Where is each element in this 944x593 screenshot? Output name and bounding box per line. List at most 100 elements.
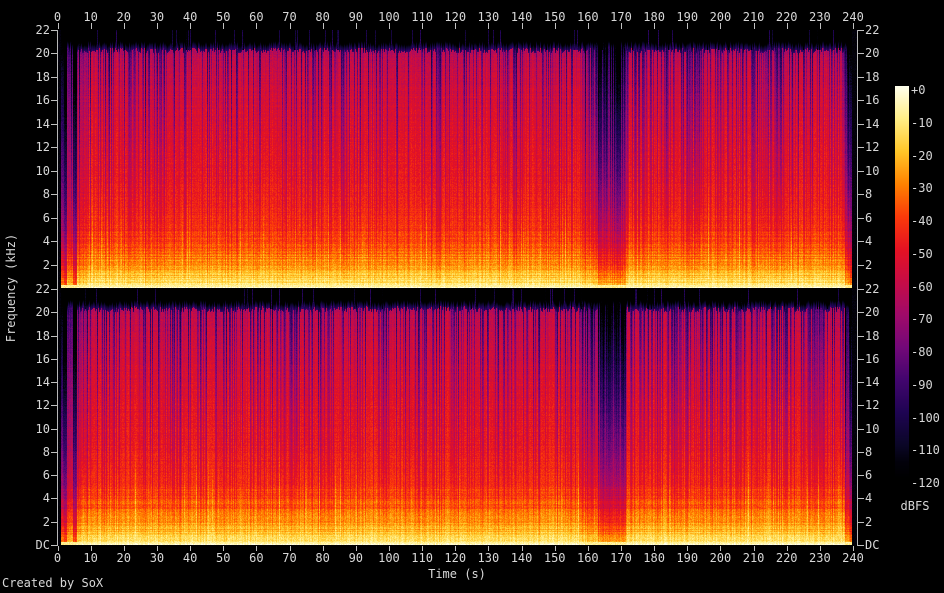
frequency-tick-label-right: 4 [865, 234, 873, 248]
time-tick-mark-bottom [157, 546, 158, 551]
time-tick-label-bottom: 70 [282, 551, 297, 565]
frequency-tick-mark-right [858, 241, 864, 242]
frequency-tick-label-left: DC [35, 538, 50, 552]
frequency-tick-label-left: 10 [35, 164, 50, 178]
time-tick-label-bottom: 150 [543, 551, 566, 565]
frequency-tick-mark-left [51, 522, 57, 523]
frequency-tick-mark-right [858, 289, 864, 290]
frequency-tick-mark-left [51, 312, 57, 313]
time-tick-label-top: 80 [315, 10, 330, 24]
time-tick-mark-bottom [820, 546, 821, 551]
time-tick-mark-bottom [91, 546, 92, 551]
time-tick-mark-bottom [356, 546, 357, 551]
frequency-axis-title: Frequency (kHz) [4, 233, 18, 343]
time-tick-label-bottom: 180 [643, 551, 665, 565]
frequency-tick-mark-left [51, 405, 57, 406]
time-tick-label-top: 120 [444, 10, 467, 24]
time-tick-label-bottom: 110 [411, 551, 433, 565]
frequency-tick-label-right: 20 [865, 46, 880, 60]
time-tick-label-bottom: 20 [116, 551, 131, 565]
time-tick-mark-bottom [124, 546, 125, 551]
frequency-tick-label-left: 14 [35, 375, 50, 389]
time-tick-label-top: 210 [742, 10, 765, 24]
frequency-tick-label-right: 16 [865, 352, 880, 366]
time-tick-label-bottom: 80 [315, 551, 330, 565]
frequency-tick-mark-left [51, 289, 57, 290]
time-tick-mark-bottom [853, 546, 854, 551]
time-tick-label-top: 50 [215, 10, 231, 24]
time-tick-mark-top [754, 23, 755, 29]
frequency-tick-label-right: 22 [865, 23, 880, 37]
frequency-tick-mark-left [51, 452, 57, 453]
time-tick-mark-bottom [323, 546, 324, 551]
time-tick-mark-top [290, 23, 291, 29]
time-tick-label-bottom: 60 [249, 551, 264, 565]
frequency-tick-label-left: 22 [35, 23, 50, 37]
time-tick-mark-top [522, 23, 523, 29]
frequency-tick-label-right: 6 [865, 468, 873, 482]
time-tick-mark-top [720, 23, 721, 29]
colorbar-tick-label: -110 [911, 443, 940, 457]
frequency-tick-label-left: 18 [35, 329, 50, 343]
frequency-tick-mark-left [51, 429, 57, 430]
time-tick-mark-top [422, 23, 423, 29]
frequency-tick-mark-left [51, 545, 57, 546]
time-tick-mark-bottom [190, 546, 191, 551]
frequency-tick-mark-left [51, 382, 57, 383]
time-tick-mark-bottom [256, 546, 257, 551]
frequency-tick-label-left: 2 [42, 258, 50, 272]
frequency-tick-label-right: 14 [865, 117, 880, 131]
frequency-tick-label-right: 20 [865, 305, 880, 319]
colorbar-tick-label: -30 [911, 181, 933, 195]
time-tick-label-bottom: 0 [53, 551, 62, 565]
time-tick-mark-top [654, 23, 655, 29]
frequency-tick-label-right: 6 [865, 211, 873, 225]
time-tick-label-bottom: 230 [809, 551, 831, 565]
frequency-tick-label-left: 12 [35, 398, 50, 412]
time-tick-mark-bottom [687, 546, 688, 551]
time-tick-mark-top [787, 23, 788, 29]
time-tick-mark-bottom [588, 546, 589, 551]
frequency-tick-mark-left [51, 100, 57, 101]
frequency-tick-mark-right [858, 475, 864, 476]
frequency-tick-mark-right [858, 147, 864, 148]
colorbar-tick-label: -70 [911, 312, 933, 326]
time-tick-mark-top [356, 23, 357, 29]
colorbar-tick-label: -10 [911, 116, 933, 130]
frequency-tick-label-left: 14 [35, 117, 50, 131]
time-tick-mark-top [256, 23, 257, 29]
frequency-tick-label-left: 20 [35, 46, 50, 60]
spectrogram-channel-2 [58, 289, 857, 545]
frequency-tick-mark-left [51, 336, 57, 337]
frequency-tick-label-left: 20 [35, 305, 50, 319]
frequency-tick-label-left: 8 [42, 187, 50, 201]
frequency-tick-mark-right [858, 359, 864, 360]
colorbar-tick-label: -100 [911, 411, 940, 425]
axis-line-left [57, 30, 58, 546]
sox-credit-text: Created by SoX [2, 576, 104, 590]
time-tick-label-top: 100 [378, 10, 400, 24]
time-tick-mark-top [157, 23, 158, 29]
time-tick-mark-bottom [720, 546, 721, 551]
frequency-tick-mark-right [858, 194, 864, 195]
time-tick-mark-bottom [422, 546, 423, 551]
time-tick-label-top: 150 [543, 10, 566, 24]
colorbar-tick-label: -40 [911, 214, 933, 228]
time-tick-mark-top [91, 23, 92, 29]
time-tick-mark-bottom [787, 546, 788, 551]
frequency-tick-label-left: 22 [35, 282, 50, 296]
colorbar-tick-label: -80 [911, 345, 933, 359]
frequency-tick-label-right: 14 [865, 375, 880, 389]
time-tick-label-top: 40 [182, 10, 198, 24]
time-tick-mark-top [687, 23, 688, 29]
frequency-tick-mark-right [858, 405, 864, 406]
frequency-tick-label-left: 10 [35, 422, 50, 436]
time-tick-mark-bottom [455, 546, 456, 551]
frequency-tick-mark-left [51, 30, 57, 31]
frequency-tick-mark-right [858, 53, 864, 54]
time-tick-mark-top [820, 23, 821, 29]
time-tick-label-top: 10 [83, 10, 98, 24]
time-tick-label-top: 190 [676, 10, 699, 24]
frequency-tick-label-left: 16 [35, 352, 50, 366]
frequency-tick-mark-left [51, 53, 57, 54]
